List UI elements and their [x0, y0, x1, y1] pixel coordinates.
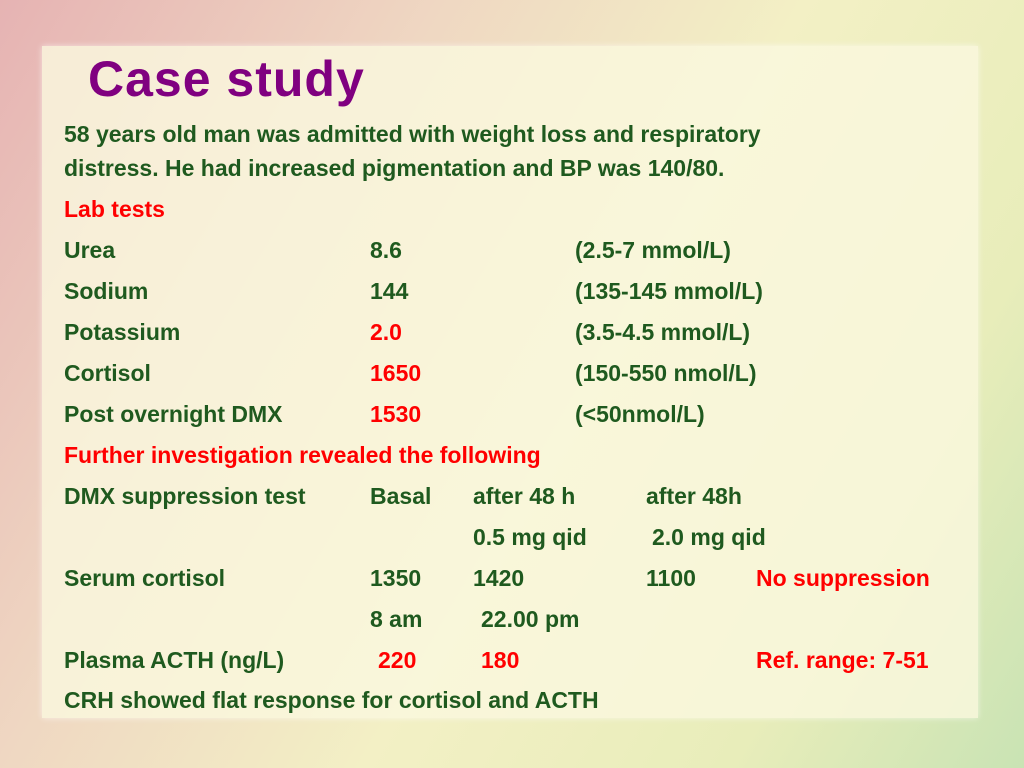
time-22pm: 22.00 pm [481, 606, 580, 632]
dmx-basal-header: Basal [370, 483, 432, 509]
lab-range-sodium: (135-145 mmol/L) [575, 278, 763, 304]
serum-cortisol-value-1: 1420 [473, 565, 525, 591]
time-8am: 8 am [370, 606, 423, 632]
plasma-acth-value-1: 220 [378, 647, 417, 673]
lab-name-urea: Urea [64, 237, 116, 263]
dmx-after48-header-2: after 48h [646, 483, 742, 509]
lab-range-cortisol: (150-550 nmol/L) [575, 360, 757, 386]
lab-name-cortisol: Cortisol [64, 360, 151, 386]
intro-line-2: distress. He had increased pigmentation … [64, 155, 725, 181]
lab-value-cortisol: 1650 [370, 360, 422, 386]
lab-value-sodium: 144 [370, 278, 409, 304]
serum-cortisol-label: Serum cortisol [64, 565, 226, 591]
lab-name-post-dmx: Post overnight DMX [64, 401, 283, 427]
dmx-label: DMX suppression test [64, 483, 306, 509]
lab-range-potassium: (3.5-4.5 mmol/L) [575, 319, 751, 345]
acth-ref-range: Ref. range: 7-51 [756, 647, 929, 673]
further-investigation-heading: Further investigation revealed the follo… [64, 442, 541, 468]
crh-conclusion: CRH showed flat response for cortisol an… [64, 687, 599, 713]
slide-content-panel [42, 46, 978, 718]
serum-cortisol-basal: 1350 [370, 565, 422, 591]
slide-title: Case study [88, 51, 365, 107]
no-suppression-note: No suppression [756, 565, 930, 591]
lab-name-potassium: Potassium [64, 319, 181, 345]
plasma-acth-value-2: 180 [481, 647, 520, 673]
lab-value-post-dmx: 1530 [370, 401, 422, 427]
lab-value-urea: 8.6 [370, 237, 402, 263]
dmx-dose-2: 2.0 mg qid [652, 524, 766, 550]
lab-range-post-dmx: (<50nmol/L) [575, 401, 705, 427]
lab-name-sodium: Sodium [64, 278, 149, 304]
lab-range-urea: (2.5-7 mmol/L) [575, 237, 731, 263]
serum-cortisol-value-2: 1100 [646, 565, 696, 591]
dmx-after48-header-1: after 48 h [473, 483, 576, 509]
intro-line-1: 58 years old man was admitted with weigh… [64, 121, 761, 147]
lab-value-potassium: 2.0 [370, 319, 402, 345]
plasma-acth-label: Plasma ACTH (ng/L) [64, 647, 285, 673]
lab-tests-heading: Lab tests [64, 196, 165, 222]
dmx-dose-1: 0.5 mg qid [473, 524, 587, 550]
